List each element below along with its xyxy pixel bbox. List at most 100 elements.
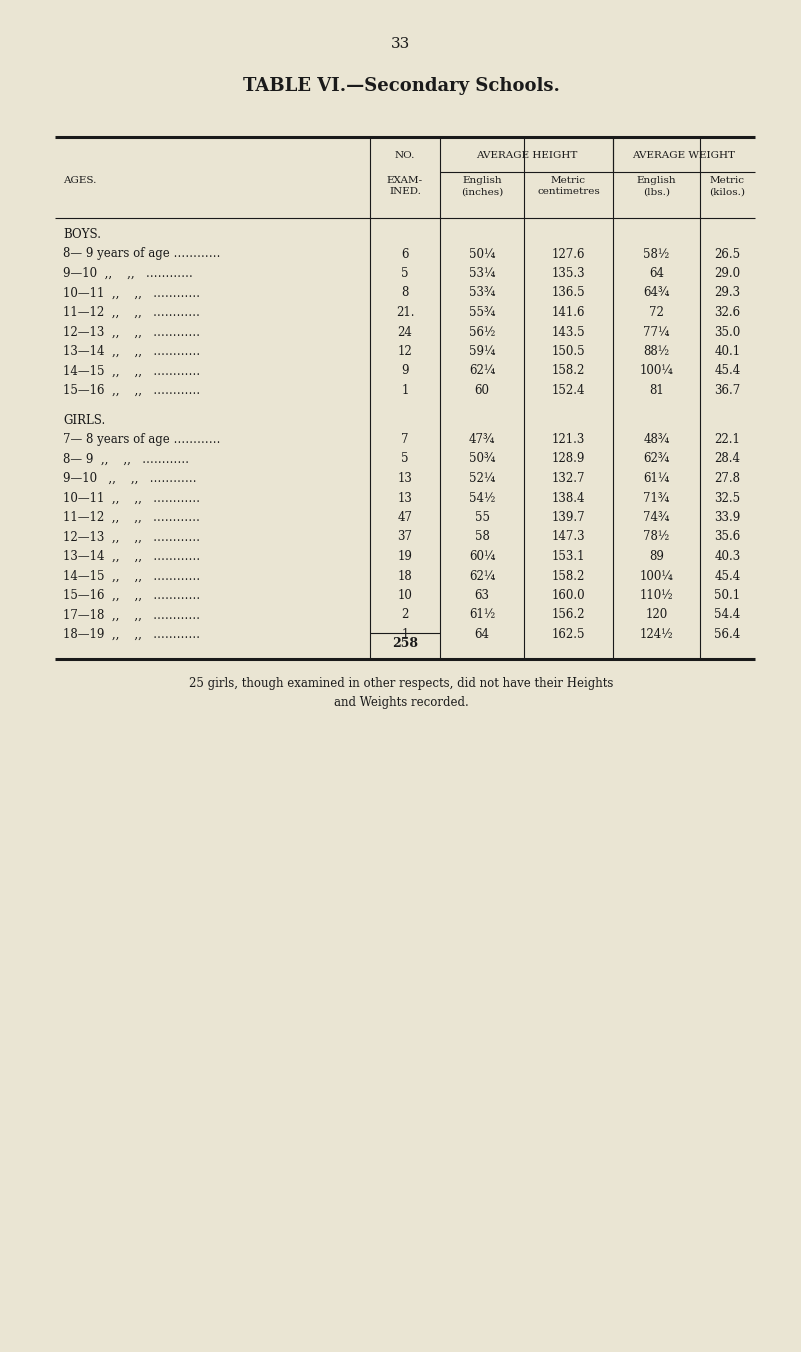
Text: 61¼: 61¼ [643,472,670,485]
Text: 61½: 61½ [469,608,495,622]
Text: English
(lbs.): English (lbs.) [637,176,676,196]
Text: 147.3: 147.3 [552,530,586,544]
Text: 7: 7 [401,433,409,446]
Text: 132.7: 132.7 [552,472,586,485]
Text: 13—14  ,,    ,,   …………: 13—14 ,, ,, ………… [63,345,200,358]
Text: 135.3: 135.3 [552,266,586,280]
Text: 128.9: 128.9 [552,453,586,465]
Text: 100¼: 100¼ [640,365,674,377]
Text: 40.1: 40.1 [714,345,741,358]
Text: 2: 2 [401,608,409,622]
Text: 50.1: 50.1 [714,589,741,602]
Text: TABLE VI.—Secondary Schools.: TABLE VI.—Secondary Schools. [243,77,559,95]
Text: 9—10  ,,    ,,   …………: 9—10 ,, ,, ………… [63,266,193,280]
Text: 55: 55 [474,511,489,525]
Text: 11—12  ,,    ,,   …………: 11—12 ,, ,, ………… [63,511,200,525]
Text: EXAM-
INED.: EXAM- INED. [387,176,423,196]
Text: 22.1: 22.1 [714,433,740,446]
Text: 152.4: 152.4 [552,384,586,397]
Text: 124½: 124½ [640,627,674,641]
Text: 48¾: 48¾ [643,433,670,446]
Text: 32.5: 32.5 [714,492,741,504]
Text: 45.4: 45.4 [714,569,741,583]
Text: 141.6: 141.6 [552,306,586,319]
Text: 15—16  ,,    ,,   …………: 15—16 ,, ,, ………… [63,589,200,602]
Text: 10: 10 [397,589,413,602]
Text: 63: 63 [474,589,489,602]
Text: English
(inches): English (inches) [461,176,503,196]
Text: 9: 9 [401,365,409,377]
Text: Metric
(kilos.): Metric (kilos.) [710,176,746,196]
Text: 54.4: 54.4 [714,608,741,622]
Text: 47: 47 [397,511,413,525]
Text: 25 girls, though examined in other respects, did not have their Heights
and Weig: 25 girls, though examined in other respe… [189,677,614,708]
Text: 18—19  ,,    ,,   …………: 18—19 ,, ,, ………… [63,627,200,641]
Text: 7— 8 years of age …………: 7— 8 years of age ………… [63,433,220,446]
Text: 139.7: 139.7 [552,511,586,525]
Text: 50¾: 50¾ [469,453,495,465]
Text: AVERAGE HEIGHT: AVERAGE HEIGHT [476,151,578,160]
Text: 19: 19 [397,550,413,562]
Text: 29.0: 29.0 [714,266,741,280]
Text: AGES.: AGES. [63,176,96,185]
Text: 62¾: 62¾ [643,453,670,465]
Text: 1: 1 [401,384,409,397]
Text: 21.: 21. [396,306,414,319]
Text: 81: 81 [649,384,664,397]
Text: 35.0: 35.0 [714,326,741,338]
Text: 36.7: 36.7 [714,384,741,397]
Text: 45.4: 45.4 [714,365,741,377]
Text: 53¾: 53¾ [469,287,495,300]
Text: 162.5: 162.5 [552,627,586,641]
Text: 6: 6 [401,247,409,261]
Text: 5: 5 [401,266,409,280]
Text: 37: 37 [397,530,413,544]
Text: 136.5: 136.5 [552,287,586,300]
Text: 12—13  ,,    ,,   …………: 12—13 ,, ,, ………… [63,530,200,544]
Text: 32.6: 32.6 [714,306,741,319]
Text: 138.4: 138.4 [552,492,586,504]
Text: 15—16  ,,    ,,   …………: 15—16 ,, ,, ………… [63,384,200,397]
Text: 64: 64 [649,266,664,280]
Text: 100¼: 100¼ [640,569,674,583]
Text: 14—15  ,,    ,,   …………: 14—15 ,, ,, ………… [63,569,200,583]
Text: 53¼: 53¼ [469,266,495,280]
Text: 72: 72 [649,306,664,319]
Text: 64: 64 [474,627,489,641]
Text: 50¼: 50¼ [469,247,495,261]
Text: 58½: 58½ [643,247,670,261]
Text: AVERAGE WEIGHT: AVERAGE WEIGHT [633,151,735,160]
Text: 56½: 56½ [469,326,495,338]
Text: 160.0: 160.0 [552,589,586,602]
Text: 33: 33 [392,37,411,51]
Text: 13—14  ,,    ,,   …………: 13—14 ,, ,, ………… [63,550,200,562]
Text: 59¼: 59¼ [469,345,495,358]
Text: 62¼: 62¼ [469,365,495,377]
Text: 60¼: 60¼ [469,550,495,562]
Text: 27.8: 27.8 [714,472,740,485]
Text: 26.5: 26.5 [714,247,741,261]
Text: 55¾: 55¾ [469,306,495,319]
Text: 89: 89 [649,550,664,562]
Text: 74¾: 74¾ [643,511,670,525]
Text: 258: 258 [392,637,418,650]
Text: 24: 24 [397,326,413,338]
Text: 5: 5 [401,453,409,465]
Text: 121.3: 121.3 [552,433,586,446]
Text: 77¼: 77¼ [643,326,670,338]
Text: Metric
centimetres: Metric centimetres [537,176,600,196]
Text: 158.2: 158.2 [552,365,586,377]
Text: 153.1: 153.1 [552,550,586,562]
Text: 120: 120 [646,608,667,622]
Text: 33.9: 33.9 [714,511,741,525]
Text: 28.4: 28.4 [714,453,740,465]
Text: NO.: NO. [395,151,415,160]
Text: 10—11  ,,    ,,   …………: 10—11 ,, ,, ………… [63,492,200,504]
Text: 8: 8 [401,287,409,300]
Text: 60: 60 [474,384,489,397]
Text: 58: 58 [474,530,489,544]
Text: 150.5: 150.5 [552,345,586,358]
Text: 143.5: 143.5 [552,326,586,338]
Text: 110½: 110½ [640,589,674,602]
Text: 29.3: 29.3 [714,287,741,300]
